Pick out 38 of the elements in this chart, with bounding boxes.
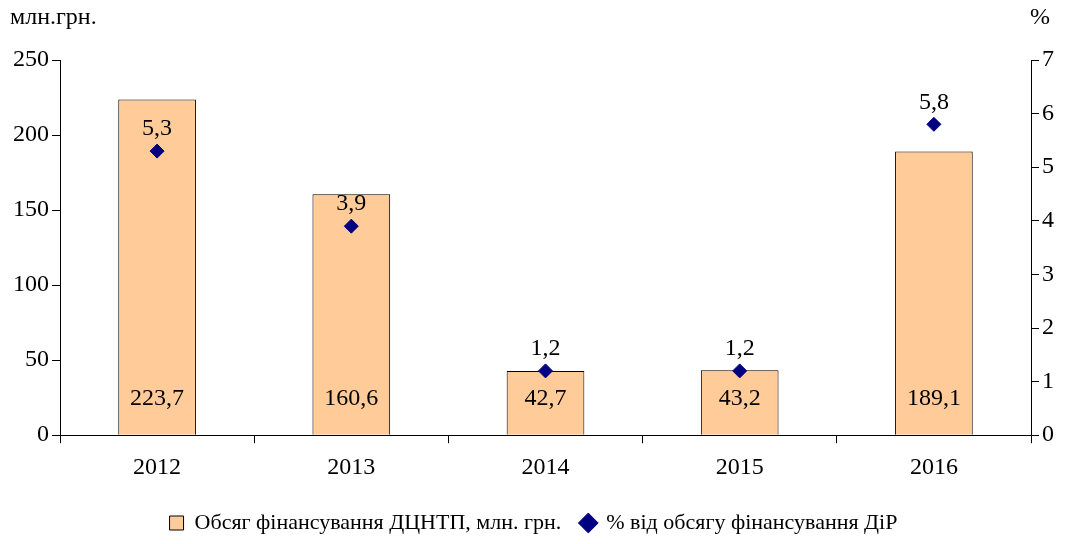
y-tick-label: 0: [37, 420, 49, 447]
data-label: 43,2: [718, 384, 761, 410]
y2-tick-label: 4: [1042, 206, 1054, 233]
y2-axis-title: %: [1030, 3, 1050, 30]
y-tick-label: 250: [13, 45, 49, 72]
data-label: 1,2: [724, 334, 755, 361]
y-tick-label: 50: [25, 345, 49, 372]
point: [149, 143, 165, 159]
data-label: 1,2: [530, 334, 561, 361]
y2-tick-label: 7: [1042, 45, 1054, 72]
point: [538, 363, 553, 379]
legend-label: Обсяг фінансування ДЦНТП, млн. грн.: [194, 508, 562, 534]
y2-tick-label: 5: [1042, 152, 1054, 179]
data-label: 3,9: [336, 189, 367, 216]
data-label: 223,7: [130, 384, 185, 410]
y2-tick-label: 2: [1042, 313, 1054, 340]
y2-tick-label: 3: [1042, 259, 1054, 286]
x-tick-label: 2015: [715, 452, 764, 479]
legend-label: % від обсягу фінансування ДіР: [606, 508, 898, 534]
point: [926, 116, 942, 132]
y2-tick-label: 6: [1042, 98, 1054, 125]
point: [732, 363, 748, 379]
y2-tick-label: 0: [1042, 420, 1054, 447]
x-tick-label: 2012: [133, 452, 182, 479]
data-label: 42,7: [524, 384, 567, 410]
data-label: 189,1: [906, 384, 961, 410]
x-tick-label: 2013: [327, 452, 376, 479]
y-tick-label: 200: [13, 120, 49, 147]
point: [343, 218, 359, 234]
y2-tick-label: 1: [1042, 366, 1054, 393]
x-tick-label: 2014: [521, 452, 570, 479]
data-label: 5,3: [142, 114, 173, 141]
y-tick-label: 100: [13, 270, 49, 297]
y-axis-title: млн.грн.: [10, 3, 97, 30]
data-label: 160,6: [324, 384, 379, 410]
data-label: 5,8: [918, 87, 949, 114]
y-tick-label: 150: [13, 195, 49, 222]
x-tick-label: 2016: [909, 452, 958, 479]
